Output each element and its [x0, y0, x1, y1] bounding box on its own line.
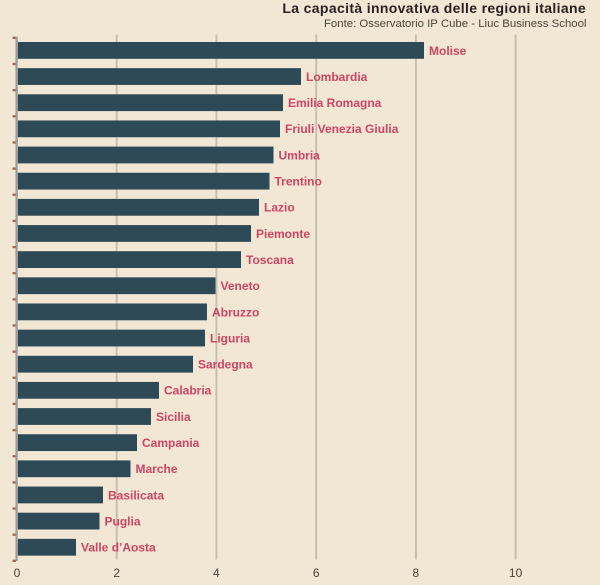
svg-text:Calabria: Calabria — [164, 384, 212, 398]
svg-text:0: 0 — [14, 566, 21, 580]
svg-text:Sicilia: Sicilia — [156, 410, 191, 424]
svg-text:Campania: Campania — [142, 436, 200, 450]
svg-text:6: 6 — [313, 566, 320, 580]
svg-text:Basilicata: Basilicata — [108, 488, 164, 502]
svg-text:Molise: Molise — [429, 44, 467, 58]
svg-text:Liguria: Liguria — [210, 331, 250, 345]
svg-text:Abruzzo: Abruzzo — [212, 305, 259, 319]
svg-text:Fonte: Osservatorio IP Cube -: Fonte: Osservatorio IP Cube - Liuc Busin… — [324, 18, 587, 30]
svg-text:Friuli Venezia Giulia: Friuli Venezia Giulia — [285, 122, 399, 136]
svg-text:Lazio: Lazio — [264, 201, 295, 215]
svg-text:Puglia: Puglia — [105, 514, 141, 528]
svg-text:Sardegna: Sardegna — [198, 358, 253, 372]
svg-text:2: 2 — [113, 566, 120, 580]
svg-text:Toscana: Toscana — [246, 253, 294, 267]
svg-text:Trentino: Trentino — [275, 175, 322, 189]
svg-text:Veneto: Veneto — [221, 279, 260, 293]
svg-text:10: 10 — [509, 566, 523, 580]
svg-text:Emilia Romagna: Emilia Romagna — [288, 96, 382, 110]
svg-text:Valle d’Aosta: Valle d’Aosta — [81, 541, 156, 555]
svg-text:La capacità innovativa delle r: La capacità innovativa delle regioni ita… — [282, 0, 586, 16]
svg-text:Lombardia: Lombardia — [306, 70, 368, 84]
svg-text:Marche: Marche — [136, 462, 178, 476]
svg-text:4: 4 — [213, 566, 220, 580]
svg-text:8: 8 — [413, 566, 420, 580]
svg-text:Umbria: Umbria — [279, 148, 321, 162]
svg-text:Piemonte: Piemonte — [256, 227, 310, 241]
